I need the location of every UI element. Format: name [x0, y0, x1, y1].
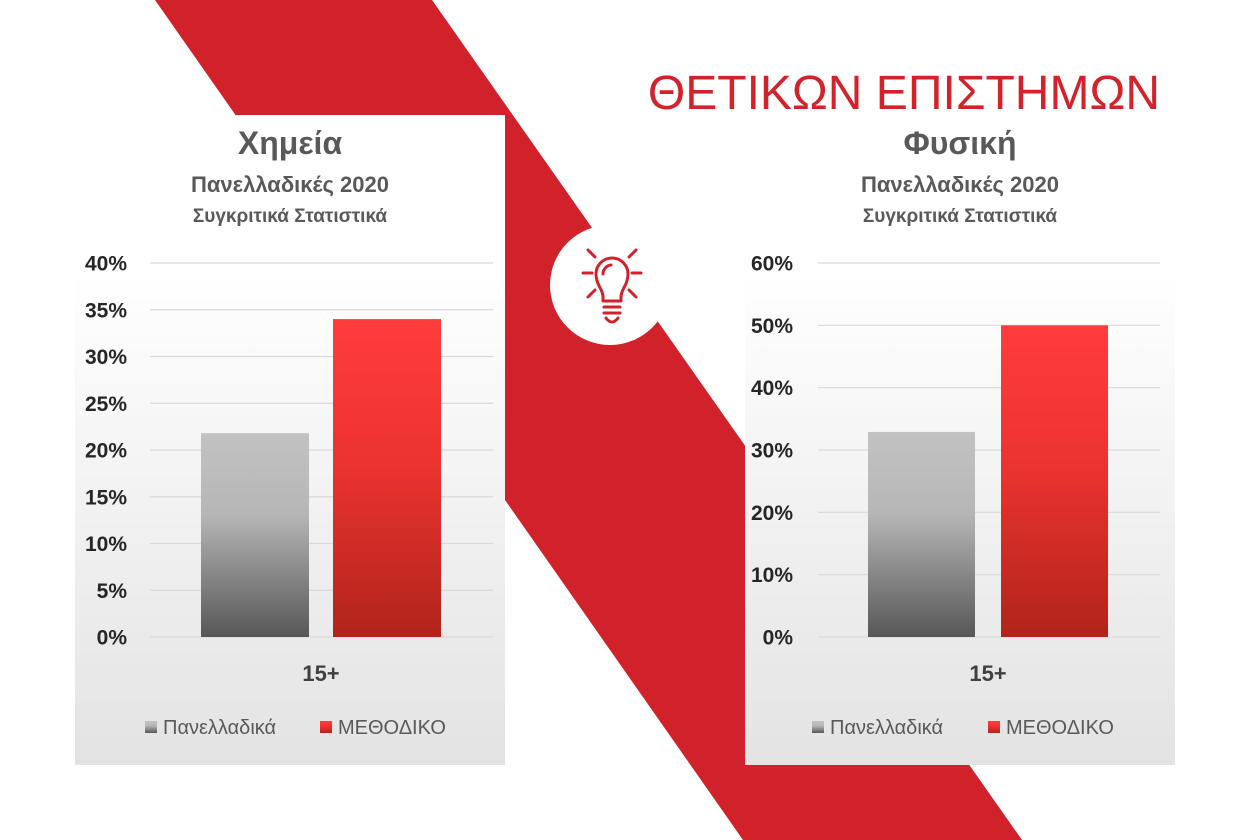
- legend-swatch-methodiko: [320, 721, 332, 733]
- y-tick-label: 40%: [751, 377, 793, 400]
- chart-panel-physics: 0% 10% 20% 30% 40% 50% 60% Πανελλαδικά ΜΕΘΟΔΙΚΟ 1…: [745, 115, 1175, 765]
- plot-area: 0% 10% 20% 30% 40% 50% 60% Πανελλαδικά ΜΕΘΟΔΙΚΟ 1…: [751, 253, 1160, 739]
- chart-svg-chemistry: 0% 5% 10% 15% 20% 25% 30% 35% 40% Πανελλαδικά ΜΕΘΟ…: [85, 253, 493, 739]
- legend-label-methodiko: ΜΕΘΟΔΙΚΟ: [1006, 717, 1114, 739]
- bar-panellinies: [201, 433, 309, 637]
- chart-subtitle: Πανελλαδικές 2020: [191, 172, 389, 197]
- y-tick-label: 60%: [751, 253, 793, 276]
- y-tick-label: 40%: [85, 253, 127, 276]
- y-tick-label: 5%: [97, 580, 128, 603]
- y-tick-label: 25%: [85, 393, 127, 416]
- y-tick-label: 35%: [85, 299, 127, 322]
- y-tick-label: 0%: [97, 627, 128, 650]
- lightbulb-icon: [581, 248, 643, 324]
- y-tick-label: 10%: [751, 564, 793, 587]
- bar-methodiko: [1001, 325, 1108, 637]
- legend-swatch-panellinies: [812, 721, 824, 733]
- y-tick-label: 30%: [85, 346, 127, 369]
- y-tick-label: 10%: [85, 533, 127, 556]
- legend-label-methodiko: ΜΕΘΟΔΙΚΟ: [338, 717, 446, 739]
- y-tick-label: 15%: [85, 486, 127, 509]
- x-category-label: 15+: [302, 661, 339, 686]
- y-tick-label: 20%: [85, 440, 127, 463]
- lightbulb-badge: [550, 225, 670, 345]
- legend-label-panellinies: Πανελλαδικά: [830, 717, 943, 739]
- page-title: ΘΕΤΙΚΩΝ ΕΠΙΣΤΗΜΩΝ: [647, 67, 1160, 120]
- chart-svg-physics: 0% 10% 20% 30% 40% 50% 60% Πανελλαδικά ΜΕΘΟΔΙΚΟ 1…: [751, 253, 1160, 739]
- chart-subtitle-secondary: Συγκριτικά Στατιστικά: [192, 206, 388, 227]
- chart-panel-chemistry: 0% 5% 10% 15% 20% 25% 30% 35% 40% Πανελλαδικά ΜΕΘΟ…: [75, 115, 505, 765]
- chart-subtitle: Πανελλαδικές 2020: [861, 172, 1059, 197]
- y-tick-label: 0%: [763, 627, 794, 650]
- legend-swatch-methodiko: [988, 721, 1000, 733]
- chart-title: Χημεία: [237, 125, 343, 161]
- y-tick-label: 50%: [751, 315, 793, 338]
- plot-area: 0% 5% 10% 15% 20% 25% 30% 35% 40% Πανελλαδικά ΜΕΘΟ…: [85, 253, 493, 739]
- y-tick-label: 20%: [751, 502, 793, 525]
- chart-title: Φυσική: [903, 125, 1017, 161]
- legend-swatch-panellinies: [145, 721, 157, 733]
- chart-subtitle-secondary: Συγκριτικά Στατιστικά: [862, 206, 1058, 227]
- y-tick-label: 30%: [751, 440, 793, 463]
- x-category-label: 15+: [969, 661, 1006, 686]
- bar-panellinies: [868, 431, 975, 637]
- bar-methodiko: [333, 319, 441, 637]
- legend-label-panellinies: Πανελλαδικά: [163, 717, 276, 739]
